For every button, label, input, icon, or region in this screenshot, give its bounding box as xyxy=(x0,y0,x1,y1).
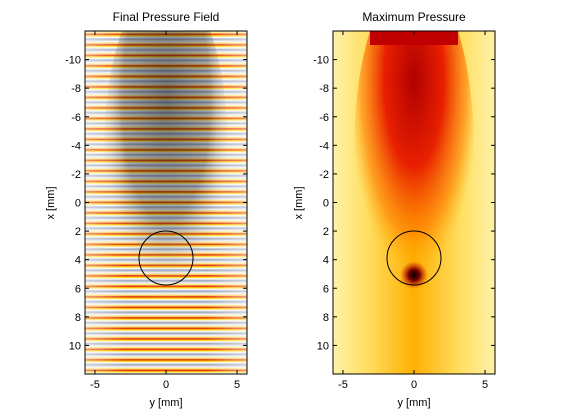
x-tick-label: 5 xyxy=(234,379,240,391)
y-tick-label: -8 xyxy=(319,83,329,95)
y-tick-label: -4 xyxy=(319,140,329,152)
y-tick-label: -6 xyxy=(319,112,329,124)
y-tick-label: -10 xyxy=(313,55,329,67)
x-tick-label: 0 xyxy=(163,379,169,391)
y-tick-label: 4 xyxy=(323,255,329,267)
maximum-pressure-image xyxy=(333,31,495,374)
y-tick-label: -10 xyxy=(65,55,81,67)
y-tick-label: 4 xyxy=(75,255,81,267)
target-circle xyxy=(386,230,442,286)
y-tick-label: 10 xyxy=(317,340,329,352)
y-tick-label: -2 xyxy=(319,169,329,181)
y-tick-label: -8 xyxy=(71,83,81,95)
x-tick-label: 5 xyxy=(482,379,488,391)
y-tick-label: 2 xyxy=(323,226,329,238)
y-tick-label: 10 xyxy=(69,340,81,352)
final-pressure-field-image xyxy=(85,31,247,374)
y-tick-label: 2 xyxy=(75,226,81,238)
y-tick-label: 8 xyxy=(323,312,329,324)
x-axis-label: y [mm] xyxy=(398,397,431,409)
y-tick-label: 6 xyxy=(323,283,329,295)
y-tick-label: 0 xyxy=(75,198,81,210)
y-tick-label: -4 xyxy=(71,140,81,152)
x-tick-label: -5 xyxy=(90,379,100,391)
chart-title: Final Pressure Field xyxy=(113,10,220,24)
y-tick-label: 0 xyxy=(323,198,329,210)
chart-title: Maximum Pressure xyxy=(362,10,466,24)
y-tick-label: 6 xyxy=(75,283,81,295)
y-axis-label: x [mm] xyxy=(293,187,305,220)
x-axis-label: y [mm] xyxy=(150,397,183,409)
y-axis-label: x [mm] xyxy=(45,187,57,220)
y-tick-label: -2 xyxy=(71,169,81,181)
maximum-pressure-axes: Maximum Pressure -5 0 5-10-8-6-4-20246810 … xyxy=(293,10,496,409)
final-pressure-field-axes: Final Pressure Field -5 0 5 -10 -8 -6 -4 -2 0 2 4 6… xyxy=(45,10,248,409)
x-tick-label: 0 xyxy=(411,379,417,391)
target-circle xyxy=(138,230,194,286)
y-tick-label: 8 xyxy=(75,312,81,324)
tick-group: -5 0 5 -10 -8 -6 -4 -2 0 2 4 6 8 10 xyxy=(313,31,495,391)
x-tick-label: -5 xyxy=(338,379,348,391)
tick-group: -5 0 5 -10 -8 -6 -4 -2 0 2 4 6 8 10 xyxy=(65,31,247,391)
y-tick-label: -6 xyxy=(71,112,81,124)
